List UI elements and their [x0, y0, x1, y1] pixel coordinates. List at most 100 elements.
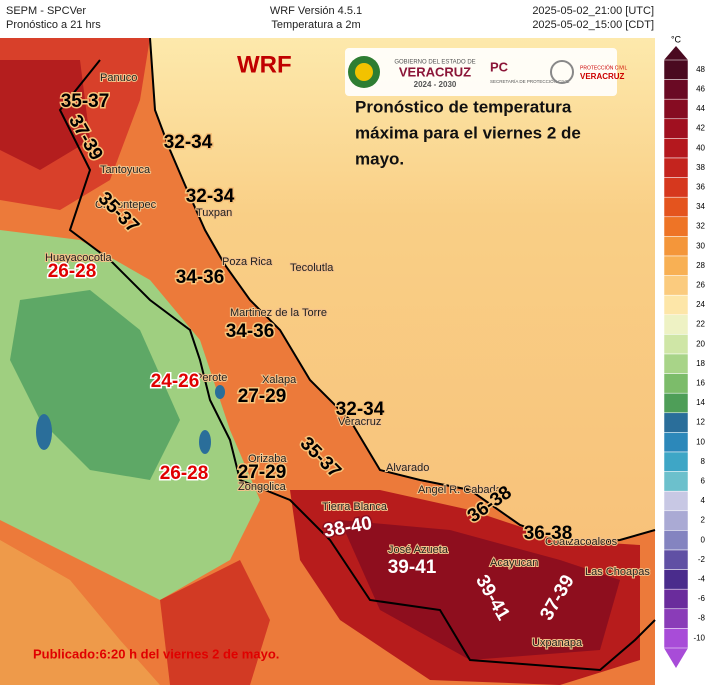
forecast-label: 34-36	[226, 321, 275, 342]
colorbar-tick-label: 16	[696, 379, 705, 388]
colorbar-cell	[663, 177, 689, 198]
colorbar-cell	[663, 588, 689, 610]
colorbar-cell	[663, 236, 689, 257]
place-label: Orizaba	[248, 453, 287, 465]
colorbar-cell	[663, 196, 689, 218]
colorbar-cell	[663, 157, 689, 178]
colorbar-tick-label: 2	[701, 516, 706, 525]
colorbar-tick-label: 34	[696, 202, 705, 211]
colorbar-tick-label: 26	[696, 281, 705, 290]
colorbar-tick-label: -6	[698, 594, 706, 603]
header-text: 2025-05-02_21:00 [UTC]	[532, 5, 654, 17]
logo-text: PC	[490, 59, 509, 74]
colorbar-cell	[663, 373, 689, 394]
colorbar-cell	[663, 490, 689, 512]
colorbar-tick-label: 6	[701, 477, 706, 486]
colorbar-tick-label: 14	[696, 398, 705, 407]
colorbar-tick-label: 42	[696, 124, 705, 133]
place-label: Alvarado	[386, 462, 429, 474]
forecast-label: 27-29	[238, 462, 287, 483]
forecast-label: 24-26	[151, 371, 200, 392]
colorbar-tick-label: 38	[696, 163, 705, 172]
forecast-label: 26-28	[48, 261, 97, 282]
logos: GOBIERNO DEL ESTADO DE VERACRUZ 2024 - 2…	[345, 48, 627, 96]
forecast-label: 35-37	[61, 91, 110, 112]
header-text: 2025-05-02_15:00 [CDT]	[532, 19, 654, 31]
model-label: WRF	[237, 51, 292, 78]
colorbar-tick-label: 4	[701, 496, 706, 505]
logo-text: PROTECCIÓN CIVIL	[580, 64, 627, 71]
logo-text: GOBIERNO DEL ESTADO DE	[394, 60, 475, 66]
header-text: WRF Versión 4.5.1	[270, 5, 362, 17]
colorbar-cell	[663, 451, 689, 472]
place-label: Panuco	[100, 72, 137, 84]
logo-text: 2024 - 2030	[414, 80, 457, 89]
colorbar-cell	[663, 530, 689, 551]
header-text: SEPM - SPCVer	[6, 5, 86, 17]
place-label: Zongolica	[238, 481, 287, 493]
colorbar-cell	[663, 549, 689, 570]
forecast-label: 32-34	[164, 132, 213, 153]
place-label: Coatzacoalcos	[545, 536, 618, 548]
colorbar-tick-label: 8	[701, 457, 706, 466]
colorbar-tick-label: 12	[696, 418, 705, 427]
colorbar-cell	[663, 471, 689, 492]
description: máxima para el viernes 2 de	[355, 123, 581, 142]
colorbar-tick-label: 30	[696, 241, 705, 250]
place-label: Tantoyuca	[100, 164, 151, 176]
forecast-label: 32-34	[336, 399, 385, 420]
colorbar-cell	[663, 314, 689, 335]
place-label: Chicontepec	[95, 199, 157, 211]
colorbar-tick-label: 32	[696, 222, 705, 231]
forecast-label: 27-29	[238, 386, 287, 407]
place-label: Tierra Blanca	[322, 501, 388, 513]
colorbar-cell	[663, 216, 689, 237]
colorbar-tick-label: 10	[696, 437, 705, 446]
colorbar-arrow	[664, 46, 688, 60]
place-label: Veracruz	[338, 416, 381, 428]
colorbar-cell	[663, 432, 689, 453]
header-text: Temperatura a 2m	[271, 19, 360, 31]
colorbar-tick-label: -4	[698, 575, 706, 584]
colorbar-tick-label: 20	[696, 339, 705, 348]
colorbar-cell	[663, 392, 689, 414]
colorbar-cell	[663, 255, 689, 276]
place-label: Angel R. Cabada	[418, 484, 503, 496]
place-label: Xalapa	[262, 374, 297, 386]
colorbar-tick-label: -8	[698, 614, 706, 623]
colorbar: °C 4846444240383634323028262422201816141…	[663, 34, 706, 668]
colorbar-cell	[663, 569, 689, 590]
forecast-label: 36-38	[524, 523, 573, 544]
colorbar-cell	[663, 118, 689, 139]
colorbar-tick-label: 48	[696, 65, 705, 74]
place-label: Tuxpan	[196, 207, 232, 219]
colorbar-cell	[663, 608, 689, 629]
logo-text: VERACRUZ	[399, 64, 471, 79]
colorbar-cell	[663, 79, 689, 100]
colorbar-cell	[663, 98, 689, 120]
forecast-label: 26-28	[160, 463, 209, 484]
colorbar-tick-label: 22	[696, 320, 705, 329]
colorbar-tick-label: 28	[696, 261, 705, 270]
place-label: Las Choapas	[585, 566, 650, 578]
colorbar-cell	[663, 294, 689, 316]
colorbar-cell	[663, 412, 689, 433]
description: mayo.	[355, 149, 404, 168]
colorbar-tick-label: 44	[696, 104, 705, 113]
published: Publicado:6:20 h del viernes 2 de mayo.	[33, 646, 279, 661]
colorbar-cell	[663, 353, 689, 374]
logo-text: VERACRUZ	[580, 72, 625, 81]
place-label: Martinez de la Torre	[230, 307, 327, 319]
header-text: Pronóstico a 21 hrs	[6, 19, 101, 31]
colorbar-unit: °C	[671, 34, 682, 44]
colorbar-tick-label: 36	[696, 183, 705, 192]
colorbar-tick-label: 18	[696, 359, 705, 368]
forecast-label: 34-36	[176, 267, 225, 288]
colorbar-cell	[663, 510, 689, 531]
colorbar-cell	[663, 275, 689, 296]
place-label: Perote	[195, 372, 227, 384]
colorbar-tick-label: 40	[696, 143, 705, 152]
colorbar-cell	[663, 628, 689, 649]
colorbar-tick-label: 46	[696, 85, 705, 94]
